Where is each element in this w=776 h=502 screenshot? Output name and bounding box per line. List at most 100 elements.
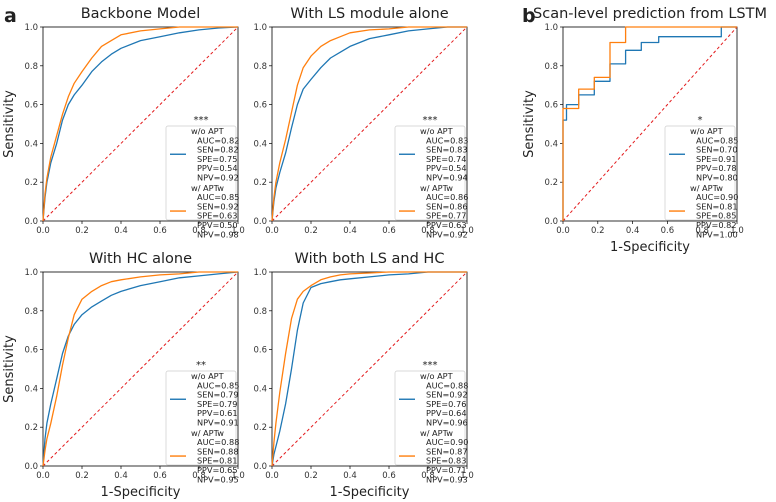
legend-stat: NPV=0.92 — [426, 229, 468, 239]
x-tick-label: 0.0 — [556, 226, 570, 236]
roc-curve-with-aptw — [562, 26, 737, 221]
y-tick-label: 0.4 — [24, 384, 38, 394]
y-tick-label: 1.0 — [24, 23, 38, 33]
x-tick-label: 0.2 — [591, 226, 605, 236]
legend-series-name: w/o APT — [420, 126, 454, 136]
legend-stat: SPE=0.91 — [696, 154, 736, 164]
roc-chart-4: With both LS and HC 0.0 0.2 0.4 0.6 0.8 1.0 0.0… — [253, 251, 473, 500]
significance-marker: * — [698, 115, 703, 126]
legend-stat: PPV=0.54 — [426, 163, 467, 173]
y-tick-label: 0.2 — [24, 178, 38, 188]
legend-stat: NPV=0.98 — [197, 229, 239, 239]
x-axis-label: 1-Specificity — [101, 485, 181, 500]
legend-series-name: w/ APTw — [690, 183, 723, 193]
roc-chart-5: Scan-level prediction from LSTM 0.0 0.2 0.4… — [522, 6, 767, 255]
legend-stat: SEN=0.81 — [696, 201, 738, 211]
chance-diagonal — [271, 26, 468, 222]
y-tick-label: 0.6 — [253, 101, 267, 111]
x-tick-label: 0.6 — [382, 226, 396, 236]
x-tick-label: 0.4 — [343, 226, 357, 236]
x-tick-label: 0.2 — [75, 226, 89, 236]
roc-curve-without-apt — [271, 26, 467, 222]
x-axis-label: 1-Specificity — [610, 240, 690, 255]
y-tick-label: 0.8 — [253, 62, 267, 72]
legend-stat: PPV=0.63 — [426, 220, 467, 230]
legend-stat: AUC=0.82 — [197, 135, 239, 145]
x-axis-label: 1-Specificity — [330, 485, 410, 500]
x-tick-label: 0.0 — [36, 226, 50, 236]
y-tick-label: 0.0 — [24, 462, 38, 472]
legend-stat: SPE=0.74 — [426, 154, 466, 164]
roc-curve-with-aptw — [42, 271, 238, 467]
y-tick-label: 1.0 — [253, 268, 267, 278]
legend-stat: SEN=0.79 — [197, 390, 239, 400]
legend-stat: SEN=0.70 — [696, 145, 738, 155]
x-tick-label: 0.6 — [382, 471, 396, 481]
legend-series-name: w/o APT — [690, 126, 724, 136]
legend-stat: SEN=0.82 — [197, 145, 239, 155]
x-tick-label: 0.6 — [153, 471, 167, 481]
significance-marker: *** — [423, 360, 438, 371]
roc-chart-2: With LS module alone 0.0 0.2 0.4 0.6 0.8 1.0 0.… — [253, 6, 473, 239]
x-tick-label: 0.0 — [36, 471, 50, 481]
chart-title: With both LS and HC — [295, 251, 445, 267]
chance-diagonal — [562, 26, 738, 222]
legend-stat: SPE=0.63 — [197, 211, 237, 221]
legend-stat: NPV=0.95 — [197, 474, 239, 484]
roc-curve-with-aptw — [271, 271, 467, 467]
y-tick-label: 0.8 — [253, 307, 267, 317]
legend-stat: NPV=0.96 — [426, 418, 468, 428]
y-tick-label: 0.4 — [253, 139, 267, 149]
legend-stat: SPE=0.83 — [426, 456, 466, 466]
y-tick-label: 0.2 — [544, 178, 558, 188]
y-tick-label: 0.6 — [253, 346, 267, 356]
legend-stat: SEN=0.92 — [426, 390, 468, 400]
y-tick-label: 0.2 — [24, 423, 38, 433]
y-tick-label: 0.4 — [24, 139, 38, 149]
legend-stat: AUC=0.85 — [696, 135, 738, 145]
y-tick-label: 0.4 — [253, 384, 267, 394]
legend-stat: NPV=0.92 — [197, 173, 239, 183]
significance-marker: *** — [423, 115, 438, 126]
legend-stat: NPV=0.91 — [197, 418, 239, 428]
legend-stat: NPV=1.00 — [696, 229, 738, 239]
y-tick-label: 0.4 — [544, 139, 558, 149]
legend-box — [394, 125, 466, 221]
y-tick-label: 0.6 — [544, 101, 558, 111]
y-tick-label: 0.8 — [24, 62, 38, 72]
legend-stat: SEN=0.88 — [197, 446, 239, 456]
legend-stat: PPV=0.61 — [197, 408, 238, 418]
y-tick-label: 1.0 — [24, 268, 38, 278]
x-tick-label: 1.0 — [460, 471, 474, 481]
legend-series-name: w/o APT — [191, 371, 225, 381]
chance-diagonal — [271, 271, 468, 467]
roc-curve-without-apt — [271, 271, 467, 467]
legend-stat: PPV=0.78 — [696, 163, 737, 173]
legend-stat: SPE=0.79 — [197, 399, 237, 409]
x-tick-label: 0.6 — [153, 226, 167, 236]
x-tick-label: 0.6 — [661, 226, 675, 236]
chart-title: Backbone Model — [81, 6, 201, 22]
significance-marker: *** — [194, 115, 209, 126]
legend-stat: PPV=0.82 — [696, 220, 737, 230]
legend-box — [664, 125, 736, 221]
x-tick-label: 0.2 — [304, 471, 318, 481]
legend-stat: SPE=0.77 — [426, 211, 466, 221]
legend-series-name: w/ APTw — [191, 428, 224, 438]
legend-stat: AUC=0.90 — [696, 192, 738, 202]
legend-stat: PPV=0.50 — [197, 220, 238, 230]
legend-stat: AUC=0.88 — [426, 380, 468, 390]
legend-box — [165, 125, 237, 221]
x-tick-label: 1.0 — [231, 471, 245, 481]
y-tick-label: 0.0 — [544, 217, 558, 227]
x-tick-label: 0.4 — [114, 226, 128, 236]
legend-stat: AUC=0.83 — [426, 135, 468, 145]
x-tick-label: 0.4 — [343, 471, 357, 481]
x-tick-label: 0.2 — [304, 226, 318, 236]
legend-series-name: w/o APT — [420, 371, 454, 381]
legend-stat: SPE=0.85 — [696, 211, 736, 221]
legend-series-name: w/ APTw — [420, 183, 453, 193]
legend-stat: AUC=0.86 — [426, 192, 468, 202]
x-tick-label: 1.0 — [730, 226, 744, 236]
